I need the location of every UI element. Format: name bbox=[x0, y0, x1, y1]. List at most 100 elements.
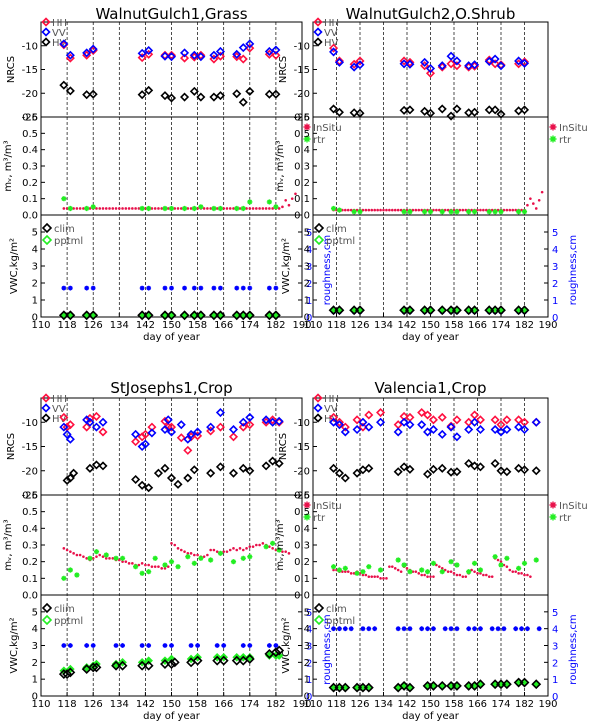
data-point-InSitu bbox=[490, 208, 494, 212]
data-point-HV bbox=[428, 464, 438, 474]
data-point-rtr bbox=[103, 552, 109, 558]
plot-frame bbox=[40, 397, 303, 697]
data-point-roughness bbox=[342, 626, 348, 632]
data-point-VV bbox=[425, 64, 436, 74]
data-point-InSitu bbox=[127, 207, 131, 210]
data-point-InSitu bbox=[134, 207, 137, 210]
data-point-rtr bbox=[492, 554, 498, 560]
data-point-HV bbox=[183, 473, 193, 483]
y-tick-label: 5 bbox=[32, 228, 38, 239]
data-point-InSitu bbox=[405, 567, 409, 570]
x-tick-label: 174 bbox=[240, 320, 259, 331]
data-point-InSitu bbox=[382, 577, 385, 580]
data-point-VV bbox=[464, 424, 474, 435]
data-point-VV bbox=[166, 52, 177, 62]
data-point-InSitu bbox=[78, 553, 82, 557]
plot-frame bbox=[312, 397, 549, 697]
data-point-InSitu bbox=[131, 562, 134, 565]
data-point-HH bbox=[405, 412, 415, 422]
data-point-HV bbox=[364, 463, 374, 473]
data-point-roughness bbox=[536, 626, 542, 632]
x-tick-label: 190 bbox=[538, 699, 557, 710]
data-point-InSitu bbox=[440, 567, 444, 570]
data-point-InSitu bbox=[496, 558, 500, 562]
y-tick-label: -20 bbox=[294, 466, 310, 477]
data-point-roughness bbox=[478, 626, 483, 632]
data-point-HV bbox=[131, 474, 141, 485]
legend-label: VV bbox=[324, 404, 338, 415]
x-tick-label: 110 bbox=[31, 699, 50, 710]
data-point-InSitu bbox=[385, 208, 388, 212]
data-point-VV bbox=[420, 57, 430, 67]
y-axis-label: mᵥ, m³/m³ bbox=[275, 519, 286, 570]
data-point-InSitu bbox=[449, 570, 453, 573]
data-point-clim bbox=[143, 310, 154, 321]
data-point-HV bbox=[144, 483, 154, 493]
data-point-VV bbox=[490, 424, 500, 435]
data-point-InSitu bbox=[241, 548, 245, 552]
y-tick-label: 0.5 bbox=[22, 129, 38, 140]
y-tick-label: 2 bbox=[32, 658, 38, 669]
data-point-clim bbox=[531, 679, 542, 690]
data-point-InSitu bbox=[264, 207, 268, 210]
legend-label: VV bbox=[52, 28, 66, 39]
data-point-HH bbox=[98, 427, 108, 437]
data-point-InSitu bbox=[355, 208, 359, 212]
data-point-VV bbox=[475, 424, 485, 435]
x-tick-label: 126 bbox=[350, 320, 369, 331]
data-point-InSitu bbox=[485, 573, 488, 577]
data-point-rtr bbox=[439, 209, 445, 215]
y2-tick-label: 3 bbox=[552, 642, 558, 653]
data-point-InSitu bbox=[379, 208, 382, 212]
y2-tick-label: 4 bbox=[552, 245, 558, 256]
data-point-InSitu bbox=[160, 567, 164, 570]
data-point-VV bbox=[189, 50, 199, 60]
data-point-clim bbox=[519, 677, 530, 688]
data-point-VV bbox=[209, 50, 219, 60]
data-point-InSitu bbox=[414, 570, 418, 573]
data-point-roughness bbox=[472, 626, 477, 632]
data-point-HV bbox=[475, 462, 485, 472]
y-tick-label: 0.1 bbox=[294, 574, 310, 585]
data-point-HV bbox=[340, 473, 350, 483]
data-point-rtr bbox=[217, 205, 224, 212]
data-point-InSitu bbox=[281, 550, 284, 553]
data-point-roughness bbox=[211, 285, 217, 291]
y-tick-label: -25 bbox=[294, 113, 310, 124]
x-tick-label: 150 bbox=[421, 320, 440, 331]
data-point-InSitu bbox=[179, 548, 183, 552]
data-point-InSitu bbox=[281, 205, 284, 209]
data-point-roughness bbox=[214, 643, 220, 648]
data-point-roughness bbox=[67, 285, 73, 291]
data-point-VV bbox=[215, 46, 225, 56]
data-point-VV bbox=[166, 427, 177, 437]
data-point-HV bbox=[470, 107, 480, 117]
data-point-HH bbox=[358, 422, 368, 432]
data-point-VV bbox=[65, 50, 75, 60]
data-point-rtr bbox=[87, 555, 93, 561]
data-point-rtr bbox=[533, 557, 539, 563]
data-point-roughness bbox=[425, 626, 430, 632]
data-point-HV bbox=[69, 468, 79, 478]
data-point-InSitu bbox=[385, 577, 388, 580]
data-point-InSitu bbox=[388, 208, 391, 212]
data-point-HV bbox=[452, 467, 462, 477]
data-point-HV bbox=[437, 104, 447, 114]
y2-tick-label: 5 bbox=[552, 608, 558, 619]
y2-tick-label: 0 bbox=[306, 313, 312, 324]
data-point-HH bbox=[245, 420, 255, 430]
data-point-HH bbox=[502, 415, 512, 425]
data-point-InSitu bbox=[189, 207, 193, 210]
data-point-rtr bbox=[439, 569, 445, 575]
data-point-InSitu bbox=[118, 558, 121, 562]
data-point-InSitu bbox=[464, 208, 468, 212]
data-point-HH bbox=[329, 412, 339, 422]
data-point-HV bbox=[65, 473, 75, 483]
data-point-InSitu bbox=[391, 208, 394, 212]
legend-marker-HH bbox=[313, 17, 323, 27]
data-point-InSitu bbox=[502, 208, 506, 212]
data-point-InSitu bbox=[514, 570, 517, 573]
y-tick-label: 0.2 bbox=[22, 178, 38, 189]
y-tick-label: 5 bbox=[304, 228, 310, 239]
data-point-HV bbox=[137, 480, 147, 490]
